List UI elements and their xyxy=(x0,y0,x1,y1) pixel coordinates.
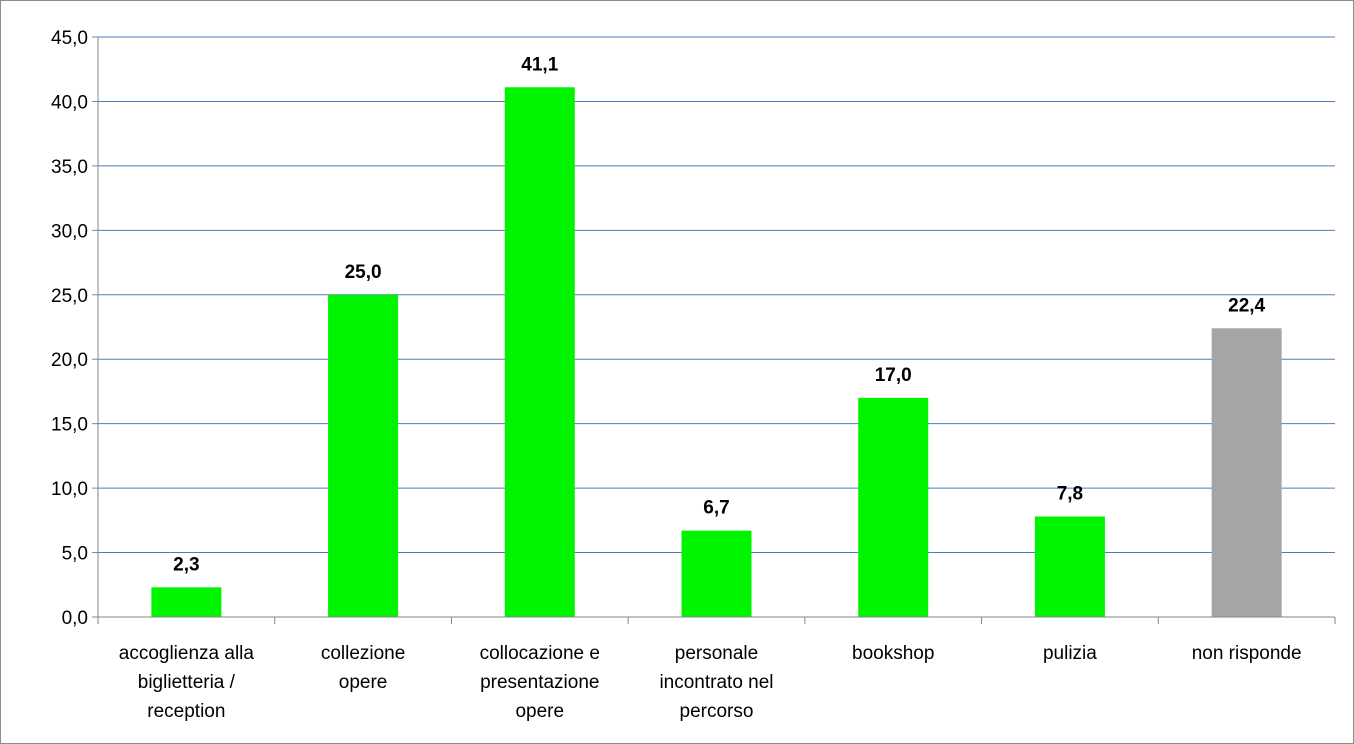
bar-2 xyxy=(328,294,399,617)
x-tick-label: biglietteria / xyxy=(138,672,236,693)
x-tick-label: incontrato nel xyxy=(659,672,773,693)
y-tick-label: 15,0 xyxy=(51,415,88,436)
y-tick-label: 20,0 xyxy=(51,350,88,371)
data-label: 17,0 xyxy=(875,365,912,386)
bar-3 xyxy=(504,87,575,618)
x-tick-label: collezione xyxy=(321,643,406,664)
y-tick-label: 0,0 xyxy=(62,608,88,629)
x-tick-label: accoglienza alla xyxy=(119,643,255,664)
x-tick-label: presentazione xyxy=(480,672,599,693)
x-tick-label: non risponde xyxy=(1192,643,1302,664)
bar-4 xyxy=(681,530,752,617)
bar-1 xyxy=(151,587,222,617)
x-tick-label: collocazione e xyxy=(480,643,600,664)
data-label: 41,1 xyxy=(521,54,558,75)
data-label: 7,8 xyxy=(1057,483,1083,504)
x-tick-label: opere xyxy=(515,701,564,722)
x-tick-label: bookshop xyxy=(852,643,934,664)
data-label: 25,0 xyxy=(345,262,382,283)
gridlines xyxy=(98,36,1335,554)
y-tick-label: 40,0 xyxy=(51,92,88,113)
y-tick-label: 35,0 xyxy=(51,157,88,178)
x-tick-label: personale xyxy=(675,643,758,664)
bars xyxy=(151,87,1282,618)
y-tick-label: 30,0 xyxy=(51,221,88,242)
bar-7 xyxy=(1211,328,1282,617)
y-tick-label: 5,0 xyxy=(62,544,88,565)
x-tick-label: pulizia xyxy=(1043,643,1097,664)
data-label: 22,4 xyxy=(1228,295,1265,316)
data-label: 6,7 xyxy=(703,498,729,519)
x-tick-label: reception xyxy=(147,701,225,722)
labels: 0,0 5,0 10,0 15,0 20,0 25,0 30,0 35,0 40,0 45,0 2,… xyxy=(51,28,1302,722)
bar-6 xyxy=(1034,516,1105,617)
y-tick-label: 25,0 xyxy=(51,286,88,307)
bar-5 xyxy=(858,397,929,617)
y-tick-label: 45,0 xyxy=(51,28,88,49)
x-tick-label: percorso xyxy=(680,701,754,722)
data-label: 2,3 xyxy=(173,554,199,575)
axes xyxy=(92,36,1336,624)
x-tick-label: opere xyxy=(339,672,388,693)
y-tick-label: 10,0 xyxy=(51,479,88,500)
